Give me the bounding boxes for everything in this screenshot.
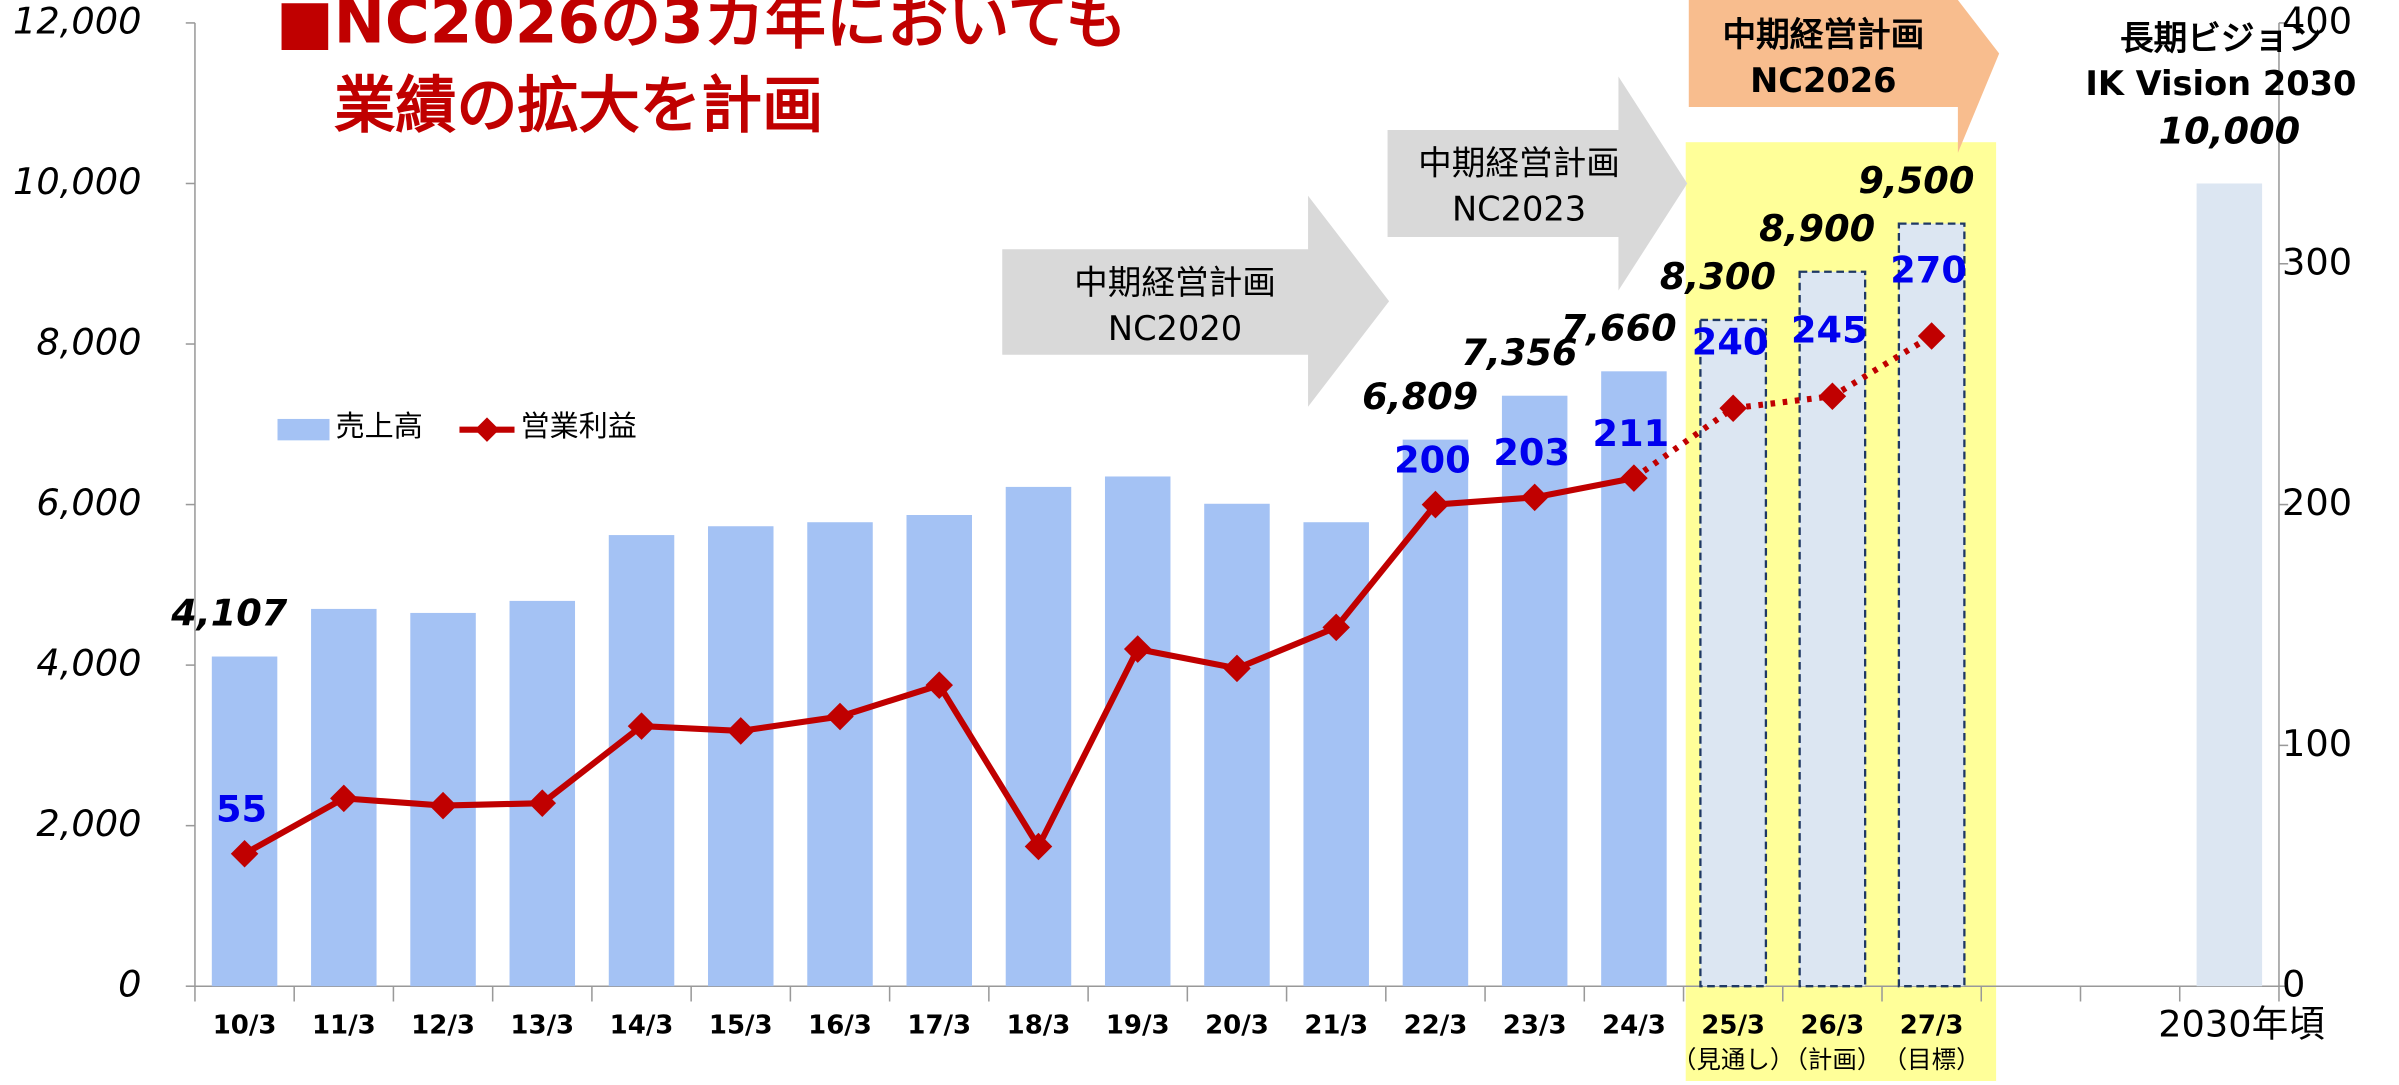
bar [1104, 476, 1171, 987]
profit-marker [826, 702, 854, 731]
x-tick-label: 14/3 [610, 1010, 674, 1040]
x-tick-label: 23/3 [1503, 1010, 1567, 1040]
bar [1005, 486, 1072, 987]
profit-marker [925, 671, 954, 699]
bar-value-label: 7,660 [1561, 307, 1677, 350]
bar [2196, 183, 2263, 987]
bar-value-label: 10,000 [2159, 110, 2301, 153]
profit-value-label: 200 [1394, 438, 1471, 481]
x-sublabel: （計画） [1783, 1045, 1881, 1074]
y-tick-label: 12,000 [13, 0, 141, 42]
chart-title: ■NC2026の3カ年においても [276, 0, 1127, 58]
x-tick-label: 13/3 [510, 1010, 574, 1040]
profit-marker [1620, 464, 1648, 492]
bar [608, 535, 675, 987]
y2-tick-label: 300 [2282, 240, 2352, 283]
x-tick-label: 20/3 [1205, 1010, 1269, 1040]
profit-marker [230, 839, 259, 868]
profit-value-label: 211 [1593, 412, 1670, 455]
profit-marker [1223, 654, 1251, 683]
y-tick-label: 2,000 [36, 802, 141, 845]
arrow-nc2020 [1002, 195, 1390, 407]
y-tick-label: 6,000 [36, 481, 141, 524]
bar-value-label: 8,300 [1660, 255, 1776, 298]
bar [1699, 318, 1768, 988]
y-tick-label: 0 [118, 963, 141, 1006]
x-tick-label: 15/3 [709, 1010, 773, 1040]
x-tick-label: 19/3 [1106, 1010, 1170, 1040]
x-tick-label: 21/3 [1304, 1010, 1368, 1040]
x-tick-label: 25/3 [1701, 1010, 1765, 1040]
profit-value-label: 270 [1890, 248, 1967, 291]
bar-value-label: 7,356 [1461, 331, 1577, 374]
y-tick-label: 8,000 [36, 321, 141, 364]
annotation: NC2020 [1108, 309, 1242, 348]
profit-marker [727, 717, 755, 745]
profit-marker [1322, 613, 1350, 642]
bar-value-label: 6,809 [1362, 375, 1478, 418]
bar [1303, 522, 1369, 987]
bar-value-label: 9,500 [1858, 159, 1974, 202]
chart-title: 業績の拡大を計画 [334, 71, 823, 142]
profit-marker [1818, 382, 1847, 410]
x-tick-label: 27/3 [1900, 1010, 1964, 1040]
profit-marker [330, 784, 358, 813]
profit-value-label: 240 [1692, 321, 1769, 364]
profit-value-label: 245 [1791, 308, 1868, 351]
profit-value-label: 203 [1493, 431, 1570, 474]
bar [1798, 270, 1867, 988]
bar [1402, 439, 1469, 987]
annotation: IK Vision 2030 [2085, 64, 2356, 103]
y2-tick-label: 200 [2282, 481, 2352, 524]
bar [708, 526, 774, 987]
x-sublabel: （目標） [1883, 1045, 1981, 1074]
x-tick-label: 11/3 [312, 1010, 376, 1040]
x-tick-label: 22/3 [1404, 1010, 1468, 1040]
bar [1897, 222, 1966, 988]
legend-label: 営業利益 [521, 409, 637, 443]
profit-value-label: 55 [216, 787, 267, 830]
bar [807, 522, 873, 987]
bar [906, 515, 972, 987]
profit-marker [1719, 394, 1747, 423]
x-tick-label: 16/3 [808, 1010, 872, 1040]
x-tick-label: 2030年頃 [2158, 1002, 2325, 1045]
bar [1204, 503, 1270, 987]
profit-marker [1421, 490, 1450, 519]
x-sublabel: （見通し） [1672, 1045, 1794, 1074]
y2-tick-label: 100 [2282, 722, 2352, 765]
legend-marker [474, 417, 500, 442]
arrow-nc2023 [1387, 76, 1688, 291]
profit-marker [1123, 635, 1152, 663]
profit-marker [429, 791, 457, 820]
y-tick-label: 4,000 [36, 642, 141, 685]
profit-marker [627, 712, 656, 740]
bar [211, 656, 278, 987]
profit-marker [1024, 832, 1053, 861]
x-tick-label: 17/3 [907, 1010, 971, 1040]
x-tick-label: 12/3 [411, 1010, 475, 1040]
bar-value-label: 4,107 [170, 592, 288, 635]
x-tick-label: 18/3 [1007, 1010, 1071, 1040]
y-tick-label: 10,000 [13, 160, 141, 203]
annotation: 中期経営計画 [1418, 144, 1620, 183]
profit-line [1632, 333, 1934, 481]
x-tick-label: 26/3 [1801, 1010, 1865, 1040]
legend-swatch [277, 418, 330, 441]
profit-marker [1520, 483, 1549, 512]
legend-label: 売上高 [336, 409, 423, 443]
annotation: 中期経営計画 [1722, 15, 1924, 54]
y2-tick-label: 0 [2282, 963, 2305, 1006]
annotation: 長期ビジョン [2120, 18, 2322, 57]
profit-marker [528, 789, 557, 817]
arrow-nc2026 [1688, 0, 2000, 153]
annotation: 中期経営計画 [1074, 263, 1276, 302]
x-tick-label: 24/3 [1602, 1010, 1666, 1040]
x-tick-label: 10/3 [213, 1010, 277, 1040]
annotation: NC2026 [1750, 61, 1896, 100]
annotation: NC2023 [1452, 190, 1586, 229]
bar-value-label: 8,900 [1759, 207, 1875, 250]
y2-tick-label: 400 [2282, 0, 2352, 42]
